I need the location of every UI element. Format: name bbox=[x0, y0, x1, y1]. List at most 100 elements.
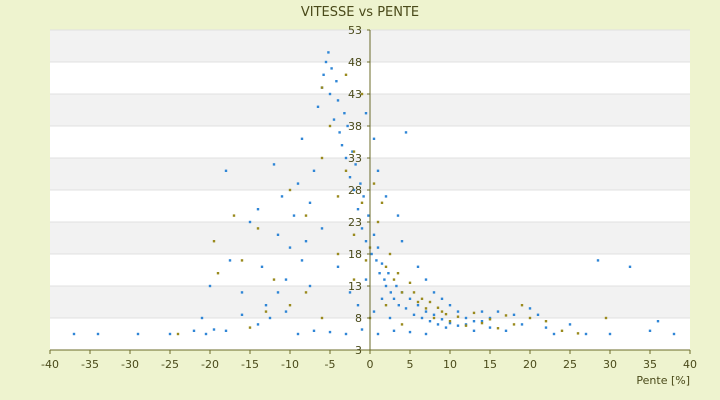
data-point-blue bbox=[300, 259, 304, 262]
data-point-blue bbox=[512, 313, 516, 316]
data-point-blue bbox=[322, 73, 325, 76]
data-point-blue bbox=[656, 320, 660, 323]
data-point-blue bbox=[372, 310, 376, 313]
y-tick-label: 38 bbox=[348, 120, 362, 133]
data-point-blue bbox=[596, 259, 600, 262]
data-point-blue bbox=[354, 163, 357, 166]
data-point-olive bbox=[336, 252, 340, 256]
data-point-blue bbox=[472, 320, 476, 323]
data-point-blue bbox=[324, 60, 328, 64]
x-tick-label: -35 bbox=[81, 358, 99, 371]
data-point-olive bbox=[360, 92, 364, 96]
data-point-olive bbox=[456, 315, 460, 318]
data-point-blue bbox=[359, 182, 362, 185]
x-tick-label: -15 bbox=[241, 358, 259, 371]
data-point-olive bbox=[360, 201, 364, 204]
data-point-blue bbox=[276, 233, 280, 236]
data-point-blue bbox=[448, 304, 452, 307]
data-point-olive bbox=[448, 320, 452, 323]
chart-title: VITESSE vs PENTE bbox=[301, 5, 419, 20]
data-point-blue bbox=[264, 304, 268, 307]
data-point-blue bbox=[648, 329, 652, 332]
data-point-olive bbox=[432, 316, 436, 320]
data-point-blue bbox=[528, 307, 532, 310]
x-tick-label: 15 bbox=[483, 358, 497, 371]
data-point-blue bbox=[444, 326, 448, 329]
data-point-blue bbox=[288, 246, 292, 249]
data-point-blue bbox=[388, 316, 392, 320]
x-tick-label: 0 bbox=[367, 358, 374, 371]
x-tick-label: 30 bbox=[603, 358, 617, 371]
data-point-blue bbox=[392, 329, 396, 332]
data-point-blue bbox=[224, 169, 228, 172]
data-point-blue bbox=[200, 316, 204, 320]
data-point-blue bbox=[397, 304, 400, 307]
data-point-blue bbox=[384, 284, 388, 288]
data-point-olive bbox=[488, 318, 492, 321]
data-point-blue bbox=[432, 291, 436, 294]
data-point-blue bbox=[312, 169, 316, 172]
data-point-blue bbox=[284, 310, 288, 313]
data-point-olive bbox=[400, 323, 404, 326]
data-point-olive bbox=[372, 182, 376, 185]
data-point-blue bbox=[336, 265, 340, 268]
data-point-blue bbox=[375, 259, 378, 262]
data-point-olive bbox=[304, 291, 308, 294]
data-point-blue bbox=[332, 118, 336, 121]
data-point-blue bbox=[272, 163, 276, 166]
data-point-blue bbox=[208, 284, 212, 288]
data-point-olive bbox=[240, 259, 244, 262]
data-point-blue bbox=[356, 208, 360, 211]
data-point-olive bbox=[560, 329, 564, 332]
data-point-blue bbox=[284, 278, 288, 281]
data-point-blue bbox=[360, 328, 364, 331]
data-point-blue bbox=[364, 112, 368, 115]
data-point-olive bbox=[256, 227, 260, 230]
data-point-olive bbox=[364, 259, 368, 262]
data-point-blue bbox=[412, 313, 416, 316]
data-point-blue bbox=[400, 240, 404, 243]
data-point-olive bbox=[444, 312, 448, 316]
y-tick-label: 8 bbox=[355, 312, 362, 325]
y-tick-label: 28 bbox=[348, 184, 362, 197]
data-point-blue bbox=[304, 240, 308, 243]
data-point-blue bbox=[370, 252, 373, 256]
data-point-blue bbox=[248, 220, 252, 224]
data-point-blue bbox=[440, 318, 444, 321]
x-tick-label: 5 bbox=[407, 358, 414, 371]
y-tick-label: 53 bbox=[348, 24, 362, 37]
data-point-blue bbox=[364, 240, 368, 243]
data-point-blue bbox=[608, 332, 612, 336]
data-point-blue bbox=[376, 246, 380, 249]
data-point-olive bbox=[264, 310, 268, 313]
data-point-blue bbox=[480, 320, 484, 323]
data-point-blue bbox=[256, 208, 260, 211]
data-point-blue bbox=[392, 297, 396, 300]
data-point-olive bbox=[336, 195, 340, 198]
data-point-olive bbox=[232, 214, 236, 217]
data-point-blue bbox=[360, 227, 364, 230]
data-point-blue bbox=[338, 131, 341, 134]
data-point-olive bbox=[496, 327, 500, 330]
y-tick-label: 18 bbox=[348, 248, 362, 261]
data-point-olive bbox=[440, 310, 444, 313]
data-point-blue bbox=[384, 195, 388, 198]
data-point-blue bbox=[308, 284, 312, 288]
data-point-blue bbox=[520, 323, 524, 326]
x-tick-label: 10 bbox=[443, 358, 457, 371]
data-point-blue bbox=[416, 304, 420, 307]
data-point-olive bbox=[428, 300, 432, 304]
data-point-blue bbox=[192, 329, 196, 332]
data-point-olive bbox=[352, 150, 356, 153]
data-point-blue bbox=[372, 137, 376, 140]
x-axis-label: Pente [%] bbox=[636, 374, 690, 387]
x-tick-label: 35 bbox=[643, 358, 657, 371]
data-point-blue bbox=[424, 278, 428, 281]
data-point-blue bbox=[480, 310, 484, 313]
y-tick-label: 48 bbox=[348, 56, 362, 69]
data-point-olive bbox=[392, 278, 396, 281]
data-point-olive bbox=[544, 320, 548, 323]
x-tick-label: 40 bbox=[683, 358, 697, 371]
data-point-olive bbox=[352, 233, 356, 236]
data-point-blue bbox=[428, 320, 432, 323]
